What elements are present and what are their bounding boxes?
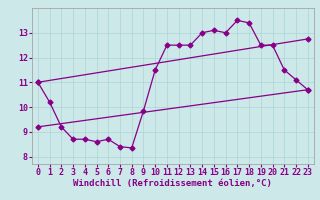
X-axis label: Windchill (Refroidissement éolien,°C): Windchill (Refroidissement éolien,°C) [73, 179, 272, 188]
